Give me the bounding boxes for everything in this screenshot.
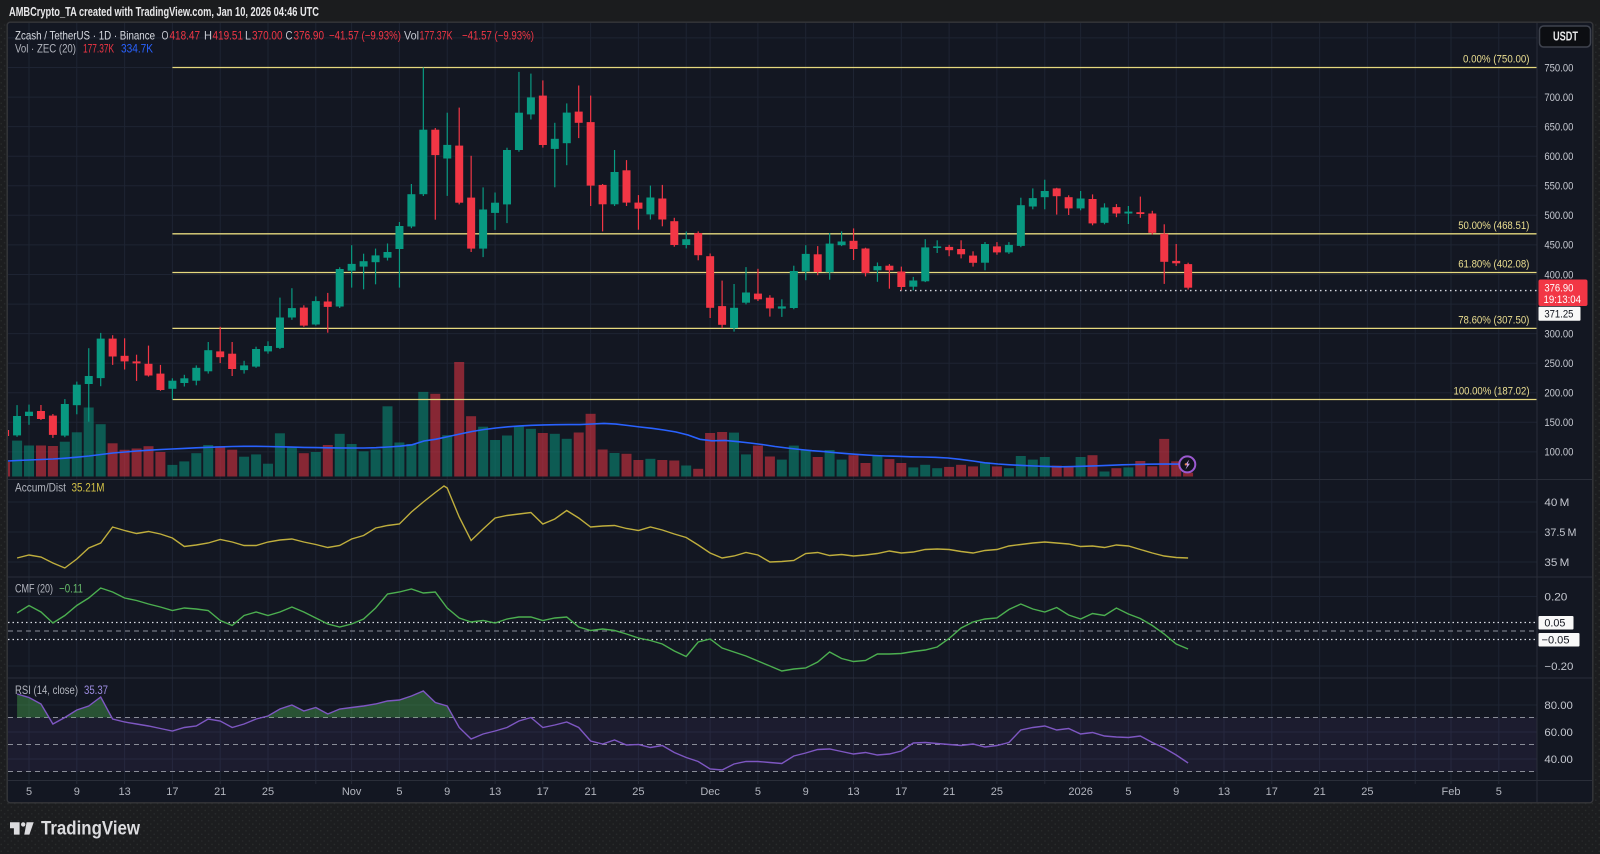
svg-text:−41.57 (−9.93%): −41.57 (−9.93%) bbox=[329, 28, 401, 42]
svg-text:−0.05: −0.05 bbox=[1542, 635, 1570, 647]
svg-text:61.80% (402.08): 61.80% (402.08) bbox=[1458, 259, 1529, 271]
svg-text:17: 17 bbox=[895, 786, 907, 798]
svg-text:RSI (14, close): RSI (14, close) bbox=[15, 683, 78, 697]
svg-text:CMF (20): CMF (20) bbox=[15, 582, 53, 596]
svg-text:35.37: 35.37 bbox=[84, 683, 108, 697]
svg-text:0.20: 0.20 bbox=[1544, 591, 1567, 603]
svg-text:Vol: Vol bbox=[404, 28, 419, 42]
svg-text:80.00: 80.00 bbox=[1544, 700, 1573, 712]
svg-text:334.7K: 334.7K bbox=[121, 41, 153, 55]
svg-text:13: 13 bbox=[847, 786, 859, 798]
svg-text:78.60% (307.50): 78.60% (307.50) bbox=[1458, 314, 1529, 326]
svg-text:5: 5 bbox=[26, 786, 32, 798]
svg-text:17: 17 bbox=[537, 786, 549, 798]
svg-text:TradingView: TradingView bbox=[41, 819, 140, 840]
svg-text:9: 9 bbox=[1173, 786, 1179, 798]
svg-text:21: 21 bbox=[214, 786, 226, 798]
svg-text:600.00: 600.00 bbox=[1544, 151, 1573, 163]
svg-text:700.00: 700.00 bbox=[1544, 92, 1573, 104]
svg-text:2026: 2026 bbox=[1068, 786, 1092, 798]
svg-text:21: 21 bbox=[943, 786, 955, 798]
svg-text:13: 13 bbox=[489, 786, 501, 798]
svg-text:5: 5 bbox=[1125, 786, 1131, 798]
svg-text:550.00: 550.00 bbox=[1544, 181, 1573, 193]
svg-text:100.00: 100.00 bbox=[1544, 447, 1573, 459]
svg-text:C: C bbox=[286, 28, 293, 42]
svg-text:35 M: 35 M bbox=[1544, 557, 1569, 569]
svg-text:25: 25 bbox=[262, 786, 274, 798]
svg-text:0.00% (750.00): 0.00% (750.00) bbox=[1463, 54, 1530, 66]
svg-text:300.00: 300.00 bbox=[1544, 328, 1573, 340]
svg-text:19:13:04: 19:13:04 bbox=[1544, 294, 1582, 306]
svg-text:35.21M: 35.21M bbox=[72, 481, 105, 495]
svg-text:21: 21 bbox=[1313, 786, 1325, 798]
svg-text:419.51: 419.51 bbox=[213, 28, 244, 42]
svg-text:5: 5 bbox=[396, 786, 402, 798]
svg-text:9: 9 bbox=[74, 786, 80, 798]
svg-text:60.00: 60.00 bbox=[1544, 727, 1573, 739]
svg-text:13: 13 bbox=[118, 786, 130, 798]
svg-text:USDT: USDT bbox=[1553, 30, 1578, 44]
svg-text:40 M: 40 M bbox=[1544, 497, 1569, 509]
svg-text:376.90: 376.90 bbox=[1544, 283, 1573, 295]
svg-text:Feb: Feb bbox=[1442, 786, 1461, 798]
svg-text:450.00: 450.00 bbox=[1544, 240, 1573, 252]
svg-text:177.37K: 177.37K bbox=[83, 41, 114, 55]
svg-text:100.00% (187.02): 100.00% (187.02) bbox=[1454, 386, 1530, 398]
svg-text:5: 5 bbox=[755, 786, 761, 798]
svg-text:25: 25 bbox=[632, 786, 644, 798]
svg-text:371.25: 371.25 bbox=[1544, 309, 1573, 321]
svg-text:750.00: 750.00 bbox=[1544, 62, 1573, 74]
svg-text:−0.20: −0.20 bbox=[1544, 661, 1573, 673]
svg-text:Nov: Nov bbox=[342, 786, 362, 798]
svg-text:650.00: 650.00 bbox=[1544, 121, 1573, 133]
svg-text:376.90: 376.90 bbox=[294, 28, 325, 42]
svg-text:L: L bbox=[245, 28, 251, 42]
svg-text:AMBCrypto_TA created with Trad: AMBCrypto_TA created with TradingView.co… bbox=[9, 5, 319, 19]
svg-text:H: H bbox=[204, 28, 212, 42]
svg-text:Accum/Dist: Accum/Dist bbox=[15, 481, 67, 495]
svg-text:25: 25 bbox=[1361, 786, 1373, 798]
svg-text:0.05: 0.05 bbox=[1544, 618, 1565, 630]
svg-text:418.47: 418.47 bbox=[170, 28, 201, 42]
svg-text:40.00: 40.00 bbox=[1544, 754, 1573, 766]
svg-text:50.00% (468.51): 50.00% (468.51) bbox=[1458, 220, 1529, 232]
svg-text:Dec: Dec bbox=[700, 786, 720, 798]
svg-text:−0.11: −0.11 bbox=[59, 582, 83, 596]
svg-text:Zcash / TetherUS · 1D · Binanc: Zcash / TetherUS · 1D · Binance bbox=[15, 28, 155, 42]
svg-text:21: 21 bbox=[584, 786, 596, 798]
svg-text:150.00: 150.00 bbox=[1544, 417, 1573, 429]
svg-text:−41.57 (−9.93%): −41.57 (−9.93%) bbox=[462, 28, 534, 42]
svg-text:370.00: 370.00 bbox=[252, 28, 283, 42]
svg-text:250.00: 250.00 bbox=[1544, 358, 1573, 370]
svg-text:9: 9 bbox=[803, 786, 809, 798]
svg-text:500.00: 500.00 bbox=[1544, 210, 1573, 222]
svg-text:400.00: 400.00 bbox=[1544, 269, 1573, 281]
svg-text:37.5 M: 37.5 M bbox=[1544, 527, 1576, 539]
svg-text:Vol · ZEC (20): Vol · ZEC (20) bbox=[15, 41, 76, 55]
svg-text:25: 25 bbox=[991, 786, 1003, 798]
svg-text:13: 13 bbox=[1218, 786, 1230, 798]
svg-text:O: O bbox=[162, 28, 169, 42]
svg-text:17: 17 bbox=[1266, 786, 1278, 798]
svg-text:5: 5 bbox=[1496, 786, 1502, 798]
svg-text:17: 17 bbox=[166, 786, 178, 798]
svg-text:9: 9 bbox=[444, 786, 450, 798]
svg-text:177.37K: 177.37K bbox=[420, 28, 453, 42]
svg-text:200.00: 200.00 bbox=[1544, 388, 1573, 400]
